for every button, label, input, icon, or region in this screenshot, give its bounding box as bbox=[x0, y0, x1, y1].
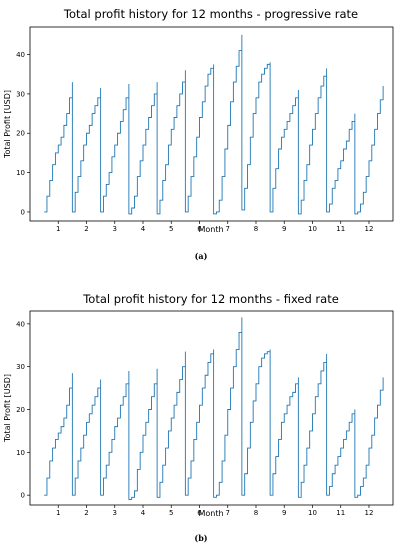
x-axis-ticks: 1 2 3 4 5 6 7 8 9 10 11 12 bbox=[56, 505, 373, 517]
x-axis-label: Month bbox=[198, 509, 223, 518]
profit-line bbox=[44, 317, 384, 500]
x-tick-label: 7 bbox=[226, 225, 230, 233]
y-tick-label: 30 bbox=[16, 90, 25, 98]
x-tick-label: 8 bbox=[254, 509, 258, 517]
x-tick-label: 12 bbox=[365, 509, 374, 517]
y-axis-ticks: 0 10 20 30 40 bbox=[16, 51, 30, 216]
x-tick-label: 8 bbox=[254, 225, 258, 233]
y-tick-label: 40 bbox=[16, 51, 25, 59]
y-tick-label: 0 bbox=[21, 208, 25, 216]
y-tick-label: 0 bbox=[21, 492, 25, 500]
x-tick-label: 10 bbox=[308, 509, 317, 517]
y-tick-label: 10 bbox=[16, 169, 25, 177]
plot-frame bbox=[29, 26, 394, 222]
x-tick-label: 3 bbox=[113, 509, 117, 517]
x-tick-label: 6 bbox=[197, 225, 202, 233]
x-tick-label: 6 bbox=[197, 509, 202, 517]
x-tick-label: 2 bbox=[84, 509, 88, 517]
y-tick-label: 20 bbox=[16, 406, 25, 414]
y-axis-ticks: 0 10 20 30 40 bbox=[16, 320, 30, 500]
profit-line bbox=[44, 34, 384, 215]
plot-frame bbox=[29, 310, 394, 506]
x-tick-label: 5 bbox=[169, 225, 173, 233]
x-tick-label: 10 bbox=[308, 225, 317, 233]
x-tick-label: 12 bbox=[365, 225, 374, 233]
y-tick-label: 40 bbox=[16, 320, 25, 328]
panel-caption: (a) bbox=[195, 251, 208, 261]
y-tick-label: 20 bbox=[16, 130, 25, 138]
x-axis-label: Month bbox=[198, 225, 223, 234]
y-axis-label: Total Profit [USD] bbox=[3, 90, 12, 159]
x-tick-label: 4 bbox=[141, 225, 146, 233]
x-tick-label: 3 bbox=[113, 225, 117, 233]
x-tick-label: 9 bbox=[282, 509, 286, 517]
x-tick-label: 9 bbox=[282, 225, 286, 233]
x-axis-ticks: 1 2 3 4 5 6 7 8 9 10 11 12 bbox=[56, 221, 373, 233]
x-tick-label: 1 bbox=[56, 225, 60, 233]
x-tick-label: 5 bbox=[169, 509, 173, 517]
x-tick-label: 2 bbox=[84, 225, 88, 233]
chart-fixed-rate: Total profit history for 12 months - fix… bbox=[3, 292, 394, 543]
y-tick-label: 10 bbox=[16, 449, 25, 457]
x-tick-label: 1 bbox=[56, 509, 60, 517]
chart-title: Total profit history for 12 months - pro… bbox=[63, 7, 358, 21]
chart-title: Total profit history for 12 months - fix… bbox=[82, 292, 339, 306]
panel-caption: (b) bbox=[194, 533, 207, 543]
chart-progressive-rate: Total profit history for 12 months - pro… bbox=[3, 7, 394, 261]
y-tick-label: 30 bbox=[16, 363, 25, 371]
y-axis-label: Total Profit [USD] bbox=[3, 374, 12, 443]
x-tick-label: 11 bbox=[336, 509, 345, 517]
x-tick-label: 7 bbox=[226, 509, 230, 517]
x-tick-label: 4 bbox=[141, 509, 146, 517]
x-tick-label: 11 bbox=[336, 225, 345, 233]
